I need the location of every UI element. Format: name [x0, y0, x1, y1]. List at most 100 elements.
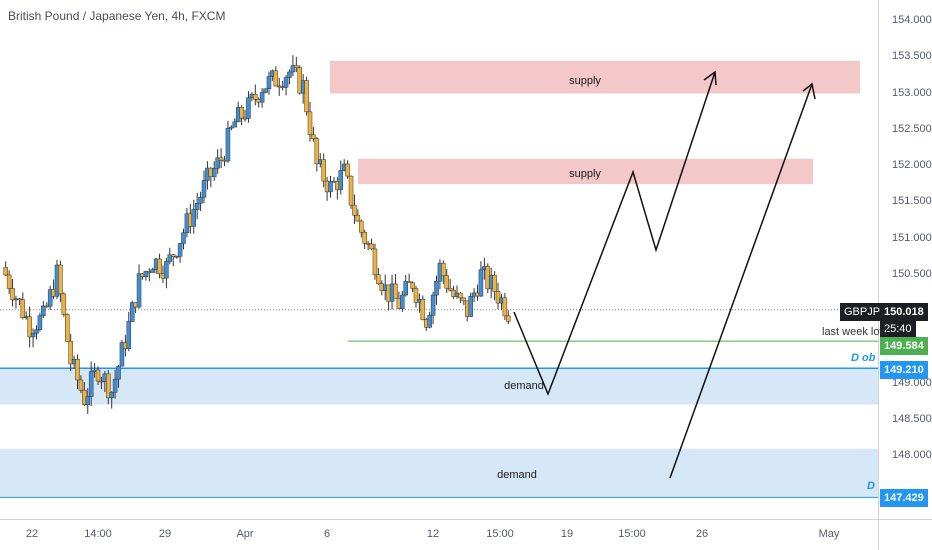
d-label: D [867, 480, 875, 492]
candle-body [201, 180, 207, 198]
projection-arrowhead-2 [802, 82, 816, 100]
candle-body [174, 256, 179, 258]
candle-body [27, 316, 32, 338]
candle-body [20, 299, 26, 318]
candle-body [136, 273, 142, 308]
last-price-badge: 150.018 [880, 303, 928, 321]
candle-body [468, 295, 473, 317]
d-ob-label: D ob [851, 352, 876, 364]
demand-zone-lower [0, 448, 878, 498]
price-axis-line [878, 0, 879, 550]
candle-body [10, 288, 15, 301]
price-tick-label: 152.500 [892, 122, 932, 135]
candle-body [259, 92, 265, 103]
d-price-badge: 147.429 [880, 489, 928, 507]
candle-body [116, 365, 121, 380]
candle-body [311, 134, 316, 139]
candle-body [75, 359, 80, 381]
candle-body [194, 203, 200, 210]
time-tick-label: 26 [695, 528, 709, 540]
candle-body [109, 391, 114, 399]
candle-body [434, 280, 439, 296]
candle-body [47, 289, 53, 307]
price-tick-label: 153.500 [892, 50, 932, 63]
candle-body [119, 342, 125, 367]
candle-body [495, 291, 501, 304]
candle-body [400, 294, 405, 309]
supply-zone-upper [330, 60, 860, 94]
last-week-low-price-badge: 149.584 [880, 337, 928, 355]
chart-title: British Pound / Japanese Yen, 4h, FXCM [8, 9, 226, 23]
candle-body [359, 220, 364, 233]
candle-body [420, 299, 426, 320]
candle-body [355, 214, 361, 222]
d-ob-price-badge: 149.210 [880, 361, 928, 379]
candle-body [225, 127, 231, 162]
candle-body [65, 314, 70, 342]
time-tick-label: 12 [426, 528, 440, 540]
candle-body [393, 283, 398, 299]
time-tick-label: 15:00 [486, 528, 514, 540]
time-tick-label: Apr [236, 528, 254, 540]
candle-body [191, 209, 196, 227]
candle-body [290, 65, 296, 73]
candle-body [239, 106, 244, 119]
time-tick-label: 15:00 [618, 528, 646, 540]
supply-zone-label-lower: supply [569, 168, 601, 180]
candle-body [129, 302, 135, 322]
candle-body [410, 282, 415, 289]
time-tick-label: 19 [560, 528, 574, 540]
candle-body [30, 333, 36, 338]
supply-zone-label-upper: supply [569, 75, 601, 87]
candle-body [41, 305, 46, 316]
candle-body [328, 181, 333, 193]
price-tick-label: 151.500 [892, 195, 932, 208]
candle-body [232, 121, 238, 128]
demand-zone-label-lower: demand [497, 469, 537, 481]
candle-body [246, 97, 251, 119]
candle-body [3, 267, 8, 276]
candle-body [430, 294, 436, 316]
price-tick-label: 153.000 [892, 86, 932, 99]
candle-body [283, 77, 289, 88]
candle-body [345, 163, 350, 177]
time-tick-label: May [818, 528, 840, 540]
candle-body [37, 315, 43, 331]
candle-body [167, 254, 173, 262]
projection-arrowhead-1 [703, 70, 717, 86]
price-tick-label: 148.500 [892, 412, 932, 425]
candle-body [95, 369, 101, 382]
demand-zone-label-upper: demand [504, 380, 544, 392]
candle-body [427, 315, 432, 328]
candle-body [229, 126, 234, 129]
candle-body [170, 254, 176, 257]
candle-body [17, 298, 22, 301]
candle-body [273, 70, 279, 87]
candle-body [287, 71, 292, 78]
projection-path-2 [669, 83, 813, 479]
candle-body [321, 159, 326, 182]
candle-body [266, 76, 272, 89]
price-tick-label: 151.000 [892, 231, 932, 244]
candle-body [352, 204, 357, 216]
time-tick-label: 29 [158, 528, 172, 540]
candle-body [106, 373, 111, 399]
candle-body [338, 170, 344, 190]
candle-body [198, 196, 203, 204]
candle-body [61, 293, 67, 315]
candle-body [294, 65, 299, 68]
candle-body [177, 243, 183, 257]
candle-body [112, 378, 118, 393]
last-week-low-label: last week low [822, 326, 888, 338]
time-tick-label: 22 [25, 528, 39, 540]
candle-body [506, 315, 511, 322]
candle-body [348, 175, 354, 206]
projection-path-1 [513, 71, 716, 397]
candle-body [362, 231, 367, 244]
time-axis-line [0, 519, 932, 520]
demand-zone-upper [0, 368, 878, 405]
candle-body [212, 167, 217, 177]
candle-body [304, 80, 309, 113]
candle-body [157, 258, 162, 275]
